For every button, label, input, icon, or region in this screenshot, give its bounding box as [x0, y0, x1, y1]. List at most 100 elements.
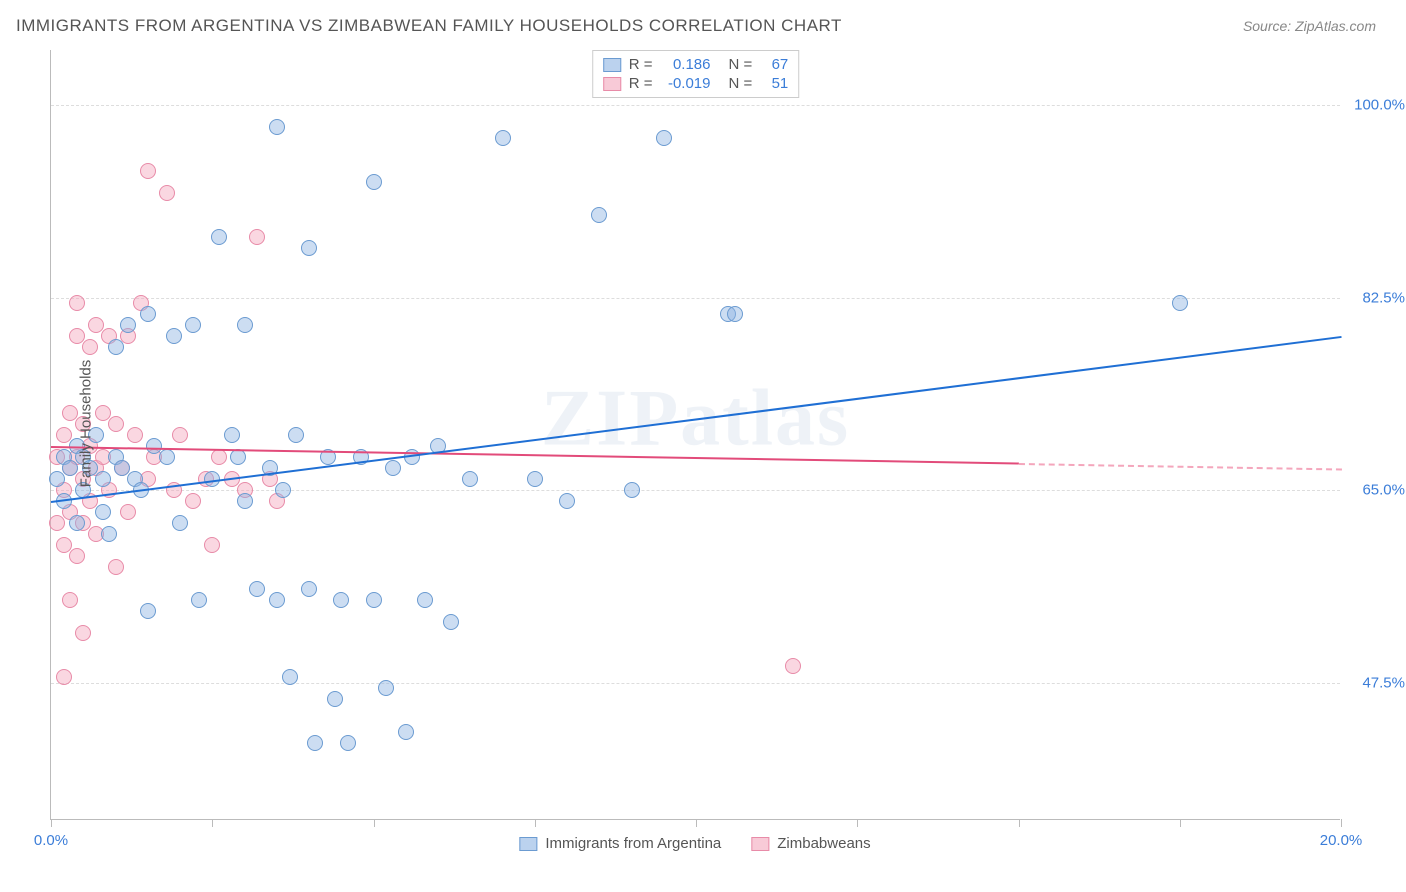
legend-item-zimbabwe: Zimbabweans: [751, 835, 870, 852]
data-point: [101, 526, 117, 542]
data-point: [249, 229, 265, 245]
n-label: N =: [729, 75, 753, 92]
data-point: [282, 669, 298, 685]
data-point: [62, 460, 78, 476]
data-point: [185, 493, 201, 509]
n-value: 51: [760, 75, 788, 92]
data-point: [69, 548, 85, 564]
x-tick: [51, 819, 52, 827]
data-point: [269, 592, 285, 608]
data-point: [559, 493, 575, 509]
legend-label: Zimbabweans: [777, 835, 870, 852]
gridline: [51, 683, 1340, 684]
data-point: [49, 515, 65, 531]
trend-line: [51, 446, 1019, 464]
data-point: [275, 482, 291, 498]
x-tick: [696, 819, 697, 827]
data-point: [56, 669, 72, 685]
source-attribution: Source: ZipAtlas.com: [1243, 18, 1376, 34]
data-point: [301, 240, 317, 256]
gridline: [51, 298, 1340, 299]
data-point: [366, 174, 382, 190]
y-tick-label: 82.5%: [1345, 289, 1405, 306]
r-label: R =: [629, 75, 653, 92]
plot-region: ZIPatlas 47.5%65.0%82.5%100.0%0.0%20.0%R…: [50, 50, 1340, 820]
r-label: R =: [629, 56, 653, 73]
data-point: [591, 207, 607, 223]
data-point: [159, 185, 175, 201]
data-point: [527, 471, 543, 487]
chart-title: IMMIGRANTS FROM ARGENTINA VS ZIMBABWEAN …: [16, 16, 842, 36]
data-point: [333, 592, 349, 608]
data-point: [49, 471, 65, 487]
data-point: [166, 328, 182, 344]
swatch-icon: [751, 837, 769, 851]
y-tick-label: 65.0%: [1345, 482, 1405, 499]
trend-line: [51, 336, 1341, 503]
data-point: [108, 339, 124, 355]
data-point: [108, 416, 124, 432]
swatch-icon: [603, 58, 621, 72]
data-point: [307, 735, 323, 751]
n-label: N =: [729, 56, 753, 73]
data-point: [495, 130, 511, 146]
data-point: [140, 603, 156, 619]
data-point: [69, 515, 85, 531]
x-tick-label: 20.0%: [1320, 832, 1363, 849]
data-point: [237, 317, 253, 333]
data-point: [172, 515, 188, 531]
x-tick: [212, 819, 213, 827]
y-tick-label: 47.5%: [1345, 674, 1405, 691]
data-point: [269, 119, 285, 135]
n-value: 67: [760, 56, 788, 73]
data-point: [204, 537, 220, 553]
legend-bottom: Immigrants from Argentina Zimbabweans: [519, 835, 870, 852]
data-point: [75, 625, 91, 641]
data-point: [120, 317, 136, 333]
correlation-legend-row: R = -0.019 N = 51: [603, 74, 789, 93]
legend-item-argentina: Immigrants from Argentina: [519, 835, 721, 852]
data-point: [462, 471, 478, 487]
data-point: [211, 449, 227, 465]
data-point: [624, 482, 640, 498]
data-point: [301, 581, 317, 597]
data-point: [785, 658, 801, 674]
data-point: [120, 504, 136, 520]
data-point: [366, 592, 382, 608]
x-tick: [535, 819, 536, 827]
data-point: [398, 724, 414, 740]
data-point: [127, 427, 143, 443]
swatch-icon: [519, 837, 537, 851]
data-point: [82, 339, 98, 355]
data-point: [95, 504, 111, 520]
data-point: [172, 427, 188, 443]
data-point: [288, 427, 304, 443]
legend-label: Immigrants from Argentina: [545, 835, 721, 852]
data-point: [159, 449, 175, 465]
data-point: [108, 559, 124, 575]
data-point: [224, 427, 240, 443]
data-point: [727, 306, 743, 322]
trend-line-extrapolated: [1018, 463, 1341, 470]
data-point: [417, 592, 433, 608]
x-tick: [1019, 819, 1020, 827]
data-point: [656, 130, 672, 146]
swatch-icon: [603, 77, 621, 91]
data-point: [230, 449, 246, 465]
x-tick: [857, 819, 858, 827]
data-point: [62, 592, 78, 608]
x-tick: [374, 819, 375, 827]
x-tick-label: 0.0%: [34, 832, 68, 849]
y-tick-label: 100.0%: [1345, 97, 1405, 114]
data-point: [443, 614, 459, 630]
data-point: [69, 295, 85, 311]
data-point: [140, 163, 156, 179]
data-point: [385, 460, 401, 476]
data-point: [140, 306, 156, 322]
correlation-legend-row: R =0.186N =67: [603, 55, 789, 74]
data-point: [249, 581, 265, 597]
data-point: [237, 493, 253, 509]
data-point: [211, 229, 227, 245]
data-point: [327, 691, 343, 707]
r-value: -0.019: [661, 75, 711, 92]
